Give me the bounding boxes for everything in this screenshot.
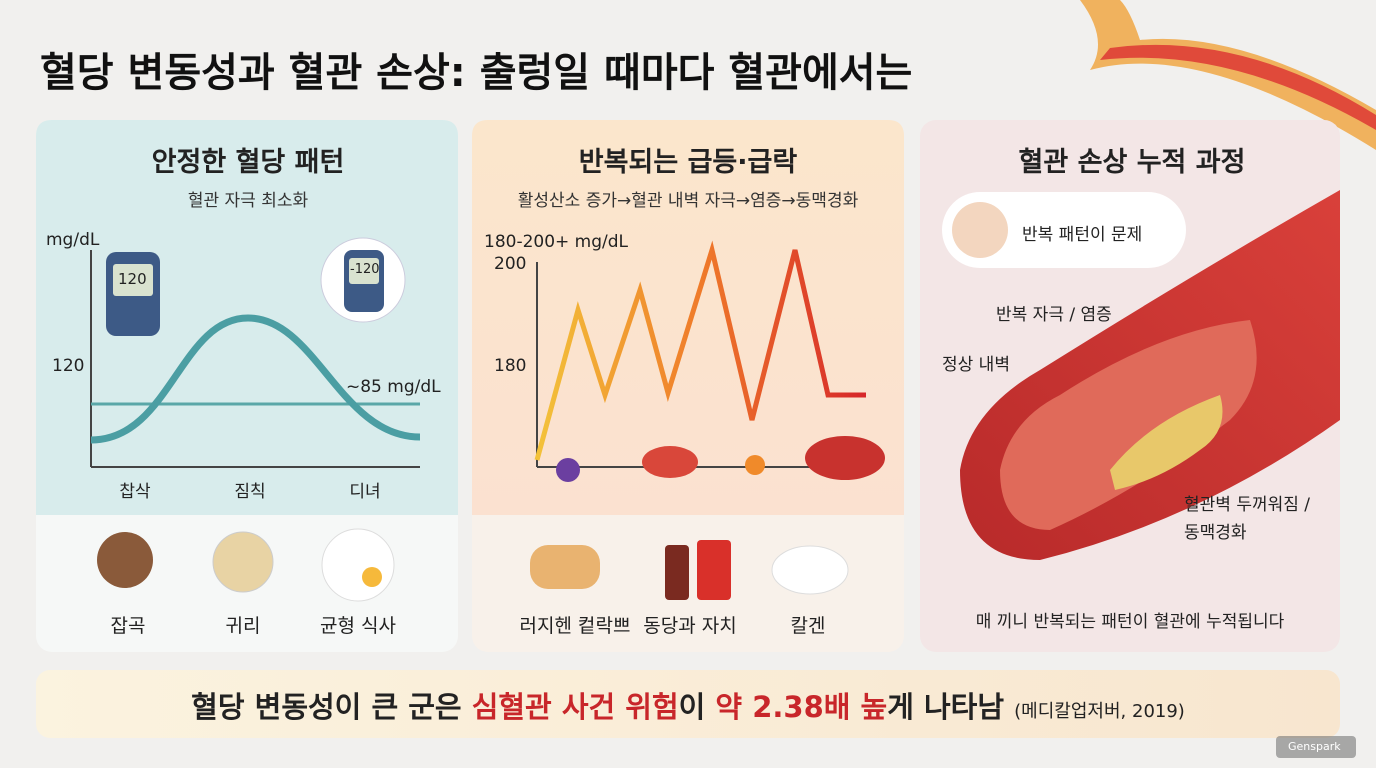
food-icon — [321, 528, 395, 602]
banner-source: (메디칼업저버, 2019) — [1014, 701, 1185, 722]
watermark-box — [1276, 736, 1356, 758]
process-icon — [556, 458, 580, 482]
vessel-label: 동맥경화 — [1184, 523, 1247, 543]
ribbon — [1080, 0, 1376, 150]
badge-text: 반복 패턴이 문제 — [1022, 225, 1143, 245]
meter-screen — [113, 264, 153, 296]
badge-icon — [952, 202, 1008, 258]
glucose-curve — [90, 314, 421, 444]
process-icon — [745, 455, 765, 475]
vessel-label: 혈관벽 두꺼워짐 / — [1184, 495, 1311, 515]
meter-value: -120 — [350, 262, 380, 277]
food-icon — [362, 567, 382, 587]
time-label: 찹삭 — [119, 482, 151, 502]
process-icon — [805, 436, 885, 480]
plaque — [1110, 395, 1223, 490]
page-title: 혈당 변동성과 혈관 손상: 출렁일 때마다 혈관에서는 — [40, 50, 913, 96]
food-label: 동당과 자치 — [643, 615, 737, 637]
y-label: 180 — [494, 356, 527, 376]
banner-text: 혈당 변동성이 큰 군은 심혈관 사건 위험이 약 2.38배 높게 나타남 (… — [191, 684, 1185, 726]
food-icon — [771, 545, 849, 595]
vessel-lumen — [1000, 320, 1257, 530]
food-label: 귀리 — [225, 615, 261, 637]
food-icon — [530, 545, 600, 589]
banner — [36, 670, 1340, 738]
food-label: 잡곡 — [110, 615, 146, 637]
meter-value: 120 — [118, 270, 147, 288]
food-icon — [665, 545, 689, 600]
food-label: 균형 식사 — [320, 615, 396, 637]
vessel-label: 정상 내벽 — [942, 355, 1010, 375]
level-label: ~85 mg/dL — [346, 377, 441, 397]
food-icon — [697, 540, 731, 600]
process-icon — [642, 446, 698, 478]
banner-highlight: 약 2.38배 높 — [715, 690, 888, 724]
panel-subtitle: 활성산소 증가→혈관 내벽 자극→염증→동맥경화 — [517, 191, 859, 211]
watermark: Genspark — [1288, 740, 1341, 753]
food-icon — [212, 531, 274, 593]
panel-title: 안정한 혈당 패턴 — [151, 147, 345, 178]
food-label: 러지헨 컽락쁘 — [519, 615, 631, 637]
time-label: 디녀 — [349, 482, 381, 502]
banner-part: 이 — [678, 690, 716, 724]
food-label: 칼겐 — [790, 615, 826, 637]
panel-title: 혈관 손상 누적 과정 — [1018, 147, 1246, 178]
caption: 매 끼니 반복되는 패턴이 혈관에 누적됩니다 — [975, 612, 1285, 632]
panel-top — [472, 120, 904, 515]
spike-line — [534, 240, 866, 461]
y-unit: mg/dL — [46, 230, 100, 250]
banner-part: 혈당 변동성이 큰 군은 — [191, 690, 472, 724]
range-label: 180-200+ mg/dL — [484, 232, 629, 252]
y-label: 200 — [494, 254, 527, 274]
meter-screen — [349, 258, 379, 284]
y-label: 120 — [52, 356, 85, 376]
panel-title: 반복되는 급등·급락 — [578, 147, 798, 178]
banner-part: 게 나타남 — [887, 690, 1005, 724]
badge — [942, 192, 1186, 268]
ribbon — [1100, 44, 1376, 130]
vessel-label: 반복 자극 / 염증 — [996, 305, 1112, 325]
time-label: 짐칙 — [234, 482, 266, 502]
panel-subtitle: 혈관 자극 최소화 — [187, 191, 309, 211]
food-icon — [97, 532, 153, 588]
banner-highlight: 심혈관 사건 위험 — [471, 690, 679, 724]
